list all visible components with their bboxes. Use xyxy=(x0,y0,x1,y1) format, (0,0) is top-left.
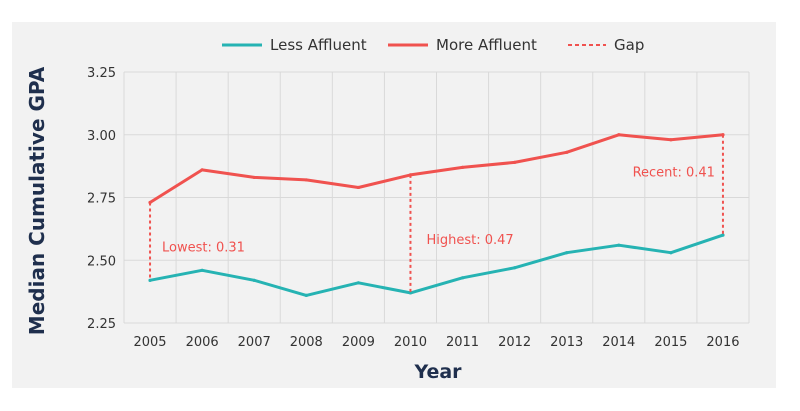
x-tick-label: 2012 xyxy=(498,335,531,350)
gap-label-2005: Lowest: 0.31 xyxy=(162,241,245,256)
x-tick-label: 2016 xyxy=(706,335,739,350)
data-point-less-affluent xyxy=(408,291,413,295)
data-point-less-affluent xyxy=(200,268,204,272)
data-point-less-affluent xyxy=(721,233,725,237)
data-point-less-affluent xyxy=(617,243,621,247)
data-point-more-affluent xyxy=(565,150,569,154)
data-point-more-affluent xyxy=(617,133,621,137)
data-point-less-affluent xyxy=(460,276,465,280)
data-point-more-affluent xyxy=(356,185,360,190)
y-tick-label: 2.75 xyxy=(87,192,116,207)
data-point-more-affluent xyxy=(200,168,204,172)
x-tick-label: 2007 xyxy=(238,335,271,350)
data-point-more-affluent xyxy=(252,175,256,180)
grid-layer xyxy=(123,71,750,324)
legend-label-more-affluent: More Affluent xyxy=(436,36,537,54)
legend-label-gap: Gap xyxy=(614,36,644,54)
series-line-less-affluent xyxy=(148,233,725,297)
y-tick-label: 2.50 xyxy=(87,254,116,269)
chart-panel xyxy=(12,22,776,388)
series-line-more-affluent xyxy=(148,133,725,204)
y-tick-label: 3.25 xyxy=(87,66,116,81)
x-tick-label: 2015 xyxy=(654,335,687,350)
x-tick-label: 2009 xyxy=(342,335,375,350)
legend: Less Affluent More Affluent Gap xyxy=(222,36,644,54)
y-tick-label: 2.25 xyxy=(87,317,116,332)
data-point-more-affluent xyxy=(304,178,308,182)
data-point-less-affluent xyxy=(252,278,256,282)
data-point-more-affluent xyxy=(513,160,517,164)
data-point-less-affluent xyxy=(304,293,308,297)
data-point-less-affluent xyxy=(513,266,517,270)
x-tick-label: 2008 xyxy=(290,335,323,350)
gap-layer: Lowest: 0.31 Highest: 0.47 Recent: 0.41 xyxy=(149,134,724,293)
y-tick-label: 3.00 xyxy=(87,129,116,144)
gap-label-2016: Recent: 0.41 xyxy=(633,165,715,180)
data-point-less-affluent xyxy=(356,281,360,285)
x-tick-label: 2005 xyxy=(133,335,166,350)
data-point-less-affluent xyxy=(148,278,152,282)
x-axis-title: Year xyxy=(413,361,462,383)
x-tick-label: 2014 xyxy=(602,335,635,350)
axis-layer: 2.25 2.50 2.75 3.00 3.25 2005 2006 2007 2008 2009… xyxy=(87,66,739,350)
gap-label-2010: Highest: 0.47 xyxy=(426,233,513,248)
series-layer xyxy=(148,133,725,297)
data-point-more-affluent xyxy=(460,165,465,169)
x-tick-label: 2010 xyxy=(394,335,427,350)
y-axis-title: Median Cumulative GPA xyxy=(25,66,49,335)
data-point-less-affluent xyxy=(669,251,673,255)
x-tick-label: 2013 xyxy=(550,335,583,350)
x-tick-label: 2006 xyxy=(186,335,219,350)
data-point-more-affluent xyxy=(669,138,673,142)
data-point-less-affluent xyxy=(565,251,569,255)
legend-label-less-affluent: Less Affluent xyxy=(270,36,367,54)
x-tick-label: 2011 xyxy=(446,335,479,350)
